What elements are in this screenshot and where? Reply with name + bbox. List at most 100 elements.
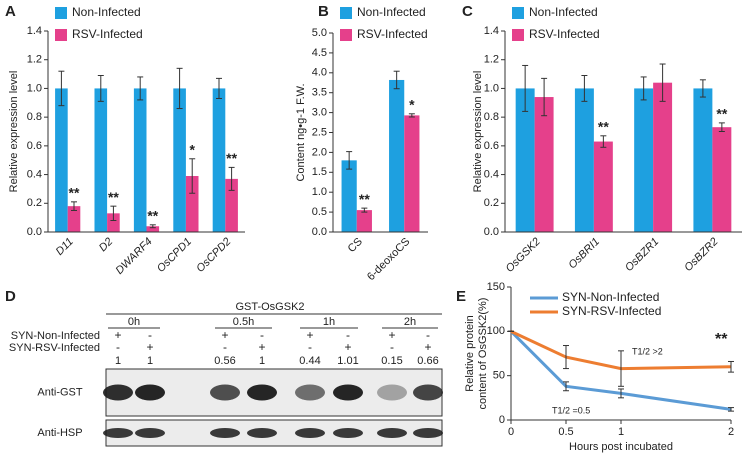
blot-title: GST-OsGSK2: [235, 301, 304, 313]
band: [333, 428, 363, 438]
bar: [341, 160, 357, 232]
sign: -: [116, 340, 120, 354]
x-tick-label: CS: [346, 236, 365, 255]
y-tick-label: 1.0: [312, 186, 327, 198]
band: [210, 428, 240, 438]
band: [210, 384, 240, 401]
significance: **: [716, 106, 727, 122]
bar: [133, 88, 147, 232]
annotation: T1/2 >2: [632, 346, 663, 356]
sign: -: [390, 340, 394, 354]
ratio: 1: [115, 355, 121, 367]
legend-label: RSV-Infected: [357, 27, 428, 41]
sign: +: [258, 340, 265, 354]
ratio: 0.56: [214, 355, 235, 367]
row-label: SYN-Non-Infected: [11, 330, 100, 342]
significance: *: [409, 96, 415, 112]
y-tick-label: 2.5: [312, 126, 327, 138]
annotation: T1/2 =0.5: [552, 405, 590, 415]
legend-label: RSV-Infected: [529, 27, 600, 41]
y-tick-label: 150: [487, 281, 505, 293]
panel-label: C: [462, 3, 473, 20]
legend-label: RSV-Infected: [72, 27, 143, 41]
bar: [389, 79, 405, 233]
y-tick-label: 0: [499, 414, 505, 426]
significance: **: [359, 191, 370, 207]
x-tick-label: OsBZR2: [682, 236, 720, 274]
band: [295, 384, 325, 401]
bar: [173, 88, 186, 232]
sign: +: [344, 340, 351, 354]
x-tick-label: D11: [54, 236, 76, 258]
significance: **: [147, 208, 158, 224]
bar: [534, 97, 554, 233]
y-tick-label: 4.0: [312, 67, 327, 79]
antibody-label: Anti-HSP: [37, 427, 82, 439]
ratio: 0.15: [381, 355, 402, 367]
y-tick-label: 0.0: [312, 226, 327, 238]
legend-label: Non-Infected: [529, 5, 598, 19]
time-label: 0.5h: [233, 316, 254, 328]
significance: **: [108, 189, 119, 205]
y-tick-label: 0.6: [27, 140, 42, 152]
y-axis-label: Relative protein: [464, 315, 476, 391]
y-tick-label: 50: [493, 370, 505, 382]
x-tick-label: OsCPD2: [194, 236, 233, 275]
y-tick-label: 0.0: [27, 226, 42, 238]
panel-label: B: [318, 3, 329, 20]
x-tick-label: 0.5: [558, 426, 573, 438]
sign: +: [114, 328, 121, 342]
bar: [593, 141, 613, 232]
antibody-label: Anti-GST: [37, 386, 83, 398]
panel-label: D: [5, 288, 16, 305]
x-tick-label: OsBRI1: [566, 236, 602, 272]
bar: [67, 206, 81, 232]
sign: +: [388, 328, 395, 342]
y-tick-label: 1.5: [312, 166, 327, 178]
bar: [653, 82, 673, 232]
bar: [212, 88, 226, 232]
sign: -: [260, 328, 264, 342]
y-axis-label: Relative expression level: [8, 71, 20, 193]
legend-label: Non-Infected: [357, 5, 426, 19]
y-tick-label: 5.0: [312, 27, 327, 39]
y-tick-label: 100: [487, 325, 505, 337]
time-label: 0h: [128, 316, 140, 328]
panel-label: A: [5, 3, 16, 20]
y-tick-label: 4.5: [312, 47, 327, 59]
band: [377, 384, 407, 401]
sign: +: [221, 328, 228, 342]
band: [103, 384, 133, 401]
bar: [404, 115, 420, 232]
x-tick-label: OsGSK2: [504, 236, 543, 275]
y-tick-label: 3.0: [312, 107, 327, 119]
x-tick-label: OsCPD1: [155, 236, 194, 275]
x-tick-label: 6-deoxoCS: [365, 236, 412, 283]
y-tick-label: 1.2: [27, 54, 42, 66]
legend-label: Non-Infected: [72, 5, 141, 19]
panel-label: E: [456, 288, 466, 305]
sign: -: [308, 340, 312, 354]
significance: **: [226, 150, 237, 166]
bar: [185, 176, 199, 232]
x-tick-label: DWARF4: [113, 236, 154, 277]
y-tick-label: 2.0: [312, 146, 327, 158]
bar: [693, 88, 713, 232]
x-tick-label: OsBZR1: [623, 236, 661, 274]
bar: [55, 88, 68, 232]
x-tick-label: 2: [728, 426, 734, 438]
legend-swatch: [55, 29, 67, 41]
bar: [225, 178, 238, 232]
y-tick-label: 0.4: [484, 168, 499, 180]
y-tick-label: 1.4: [27, 25, 42, 37]
significance: **: [598, 119, 609, 135]
significance: *: [189, 141, 195, 157]
bar: [574, 88, 594, 232]
legend-label: SYN-RSV-Infected: [562, 304, 661, 318]
annotation: **: [715, 331, 728, 348]
band: [333, 384, 363, 401]
x-axis-label: Hours post incubated: [569, 441, 673, 453]
band: [135, 384, 165, 401]
time-label: 1h: [323, 316, 335, 328]
significance: **: [69, 185, 80, 201]
